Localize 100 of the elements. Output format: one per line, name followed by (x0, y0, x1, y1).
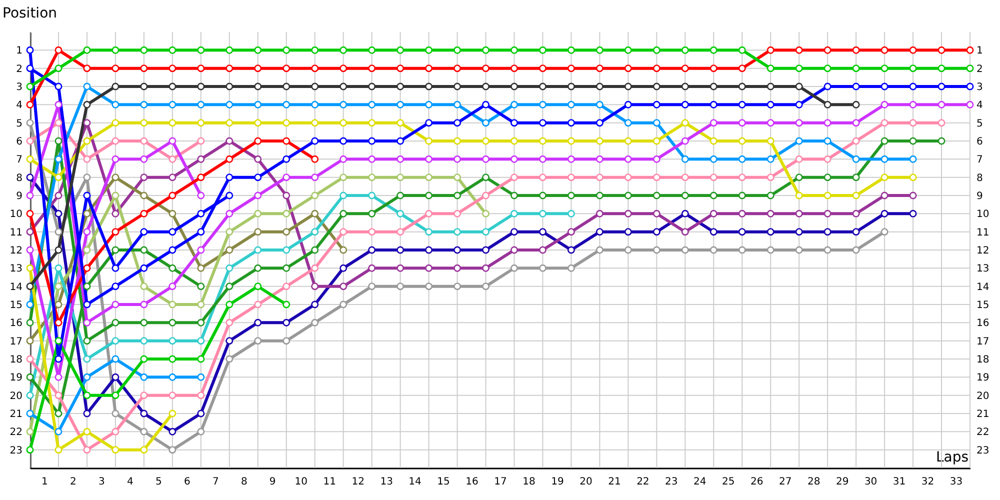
point (681, 155, 689, 163)
point (83, 137, 91, 145)
point (197, 100, 205, 108)
point (909, 100, 917, 108)
point (254, 337, 262, 345)
x-tick-label: 19 (551, 476, 564, 488)
point (368, 192, 376, 200)
point (795, 228, 803, 236)
point (282, 82, 290, 90)
point (340, 64, 348, 72)
point (824, 174, 832, 182)
point (538, 264, 546, 272)
point (624, 46, 632, 54)
point (738, 119, 746, 127)
point (83, 410, 91, 418)
point (510, 46, 518, 54)
point (311, 46, 319, 54)
point (396, 46, 404, 54)
point (766, 64, 774, 72)
point (54, 446, 62, 454)
point (766, 192, 774, 200)
point (396, 282, 404, 290)
point (83, 318, 91, 326)
point (26, 192, 34, 200)
point (311, 64, 319, 72)
point (140, 337, 148, 345)
point (197, 155, 205, 163)
point (254, 155, 262, 163)
point (197, 64, 205, 72)
point (624, 64, 632, 72)
point (681, 82, 689, 90)
point (738, 137, 746, 145)
point (83, 119, 91, 127)
point (282, 337, 290, 345)
point (282, 264, 290, 272)
point (710, 119, 718, 127)
point (54, 174, 62, 182)
point (112, 119, 120, 127)
point (425, 119, 433, 127)
point (425, 100, 433, 108)
point (596, 119, 604, 127)
point (197, 210, 205, 218)
x-tick-label: 28 (807, 476, 820, 488)
point (795, 174, 803, 182)
point (824, 192, 832, 200)
point (766, 174, 774, 182)
point (226, 137, 234, 145)
point (909, 137, 917, 145)
point (880, 155, 888, 163)
point (282, 228, 290, 236)
point (26, 337, 34, 345)
x-tick-label: 18 (522, 476, 536, 488)
x-tick-label: 3 (98, 476, 105, 488)
y2-tick-label: 21 (976, 409, 990, 420)
point (112, 373, 120, 381)
y-tick-label: 15 (10, 300, 22, 311)
point (140, 264, 148, 272)
point (852, 210, 860, 218)
y-tick-label: 11 (10, 227, 22, 238)
x-tick-label: 27 (778, 476, 792, 488)
point (112, 428, 120, 436)
point (482, 174, 490, 182)
point (254, 119, 262, 127)
point (26, 428, 34, 436)
point (168, 137, 176, 145)
point (140, 155, 148, 163)
point (83, 446, 91, 454)
point (766, 246, 774, 254)
point (168, 410, 176, 418)
point (54, 119, 62, 127)
point (710, 228, 718, 236)
point (396, 246, 404, 254)
point (368, 246, 376, 254)
point (54, 246, 62, 254)
x-tick-label: 33 (950, 476, 963, 488)
point (652, 210, 660, 218)
point (396, 210, 404, 218)
x-tick-label: 14 (408, 476, 422, 488)
point (282, 100, 290, 108)
point (510, 246, 518, 254)
point (254, 210, 262, 218)
point (54, 373, 62, 381)
point (681, 119, 689, 127)
point (596, 246, 604, 254)
point (226, 82, 234, 90)
point (909, 82, 917, 90)
point (112, 282, 120, 290)
point (368, 264, 376, 272)
x-tick-label: 30 (864, 476, 878, 488)
point (168, 174, 176, 182)
point (340, 228, 348, 236)
point (538, 210, 546, 218)
y2-tick-label: 20 (976, 390, 990, 402)
y-tick-label: 14 (10, 282, 22, 293)
point (140, 428, 148, 436)
point (83, 228, 91, 236)
point (710, 246, 718, 254)
point (454, 64, 462, 72)
point (168, 100, 176, 108)
point (226, 119, 234, 127)
